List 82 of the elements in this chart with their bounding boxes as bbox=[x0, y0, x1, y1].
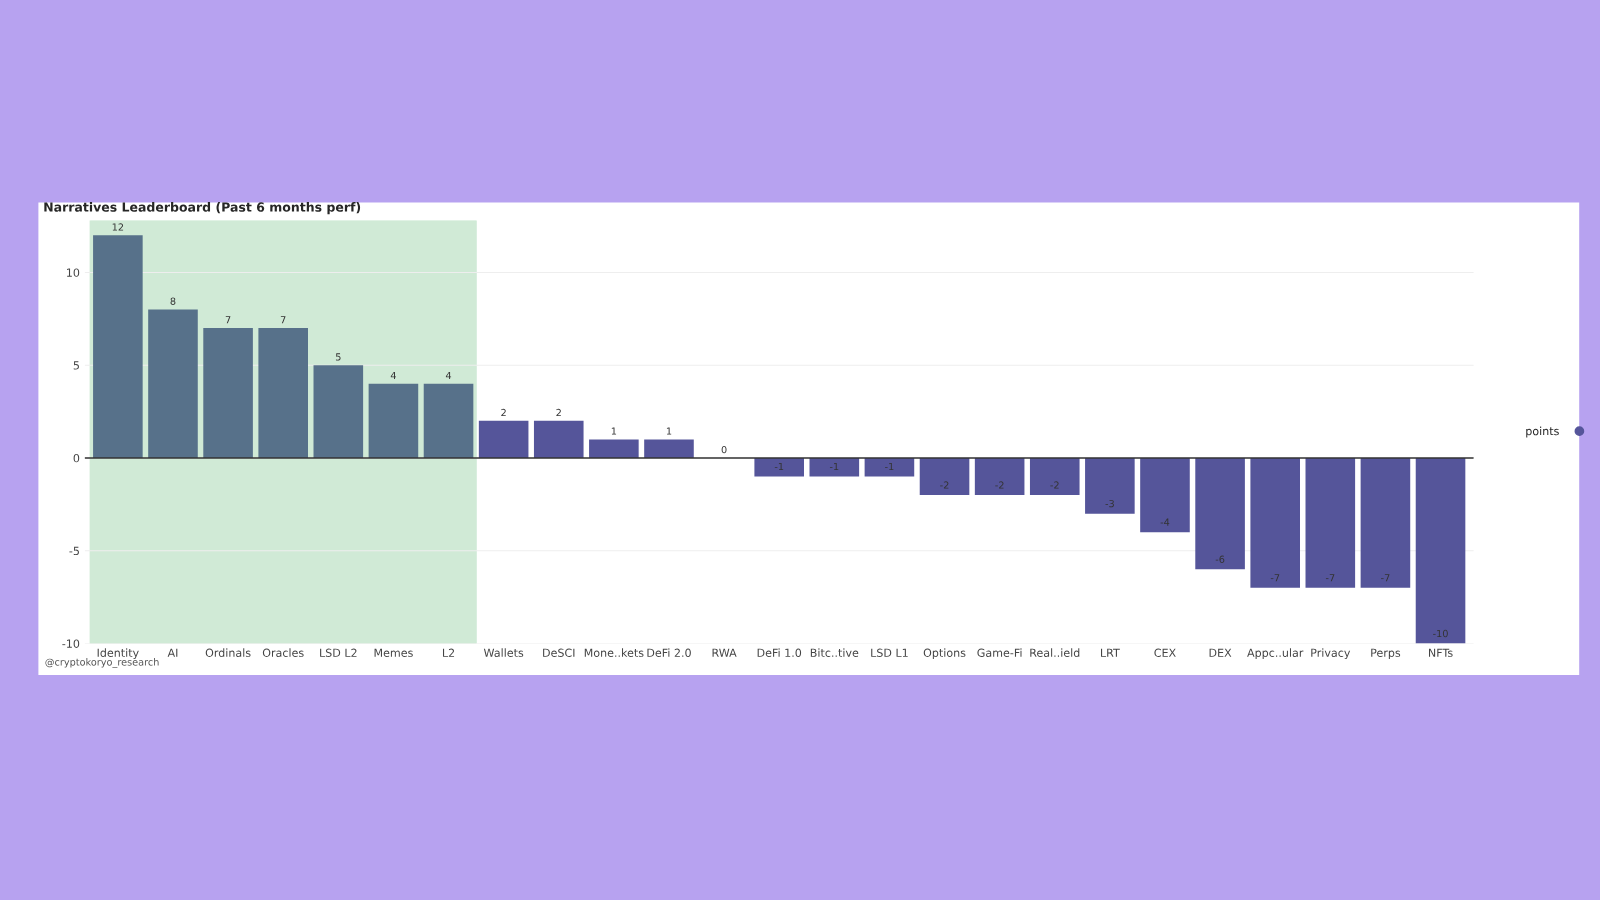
x-tick-label: Mone..kets bbox=[584, 648, 644, 657]
x-tick-label: Privacy bbox=[1311, 648, 1351, 660]
bar bbox=[93, 235, 143, 458]
data-label: 4 bbox=[390, 371, 396, 379]
bar bbox=[589, 439, 639, 458]
x-tick-label: DeFi 1.0 bbox=[757, 648, 802, 657]
bar bbox=[1029, 457, 1080, 496]
legend-label: points bbox=[1526, 426, 1559, 438]
x-tick-label: LRT bbox=[1101, 648, 1120, 657]
data-label: 2 bbox=[501, 408, 506, 417]
chart-title: Narratives Leaderboard (Past 6 months perf) bbox=[44, 202, 361, 215]
x-tick-label: Identity bbox=[97, 648, 139, 660]
x-tick-label: RWA bbox=[712, 648, 737, 657]
bar bbox=[368, 383, 419, 458]
x-tick-label: NFTs bbox=[1429, 648, 1453, 657]
x-tick-label: Memes bbox=[374, 648, 413, 657]
data-label: 5 bbox=[335, 353, 341, 361]
bar bbox=[1305, 457, 1356, 588]
bar bbox=[1250, 457, 1300, 588]
bar bbox=[478, 420, 529, 458]
data-label: 1 bbox=[611, 427, 617, 435]
x-tick-label: Bitc..tive bbox=[810, 648, 859, 657]
data-label: 2 bbox=[556, 408, 561, 417]
x-tick-label: Appc..ular bbox=[1247, 648, 1304, 660]
y-tick-label: -5 bbox=[69, 546, 79, 556]
data-label: -1 bbox=[829, 462, 839, 471]
y-tick-label: 10 bbox=[67, 268, 80, 277]
bar bbox=[864, 457, 915, 477]
bar bbox=[919, 457, 970, 496]
data-label: -7 bbox=[1381, 574, 1390, 582]
x-tick-label: Game-Fi bbox=[977, 648, 1022, 657]
data-label: 7 bbox=[225, 316, 231, 324]
bar bbox=[1415, 457, 1466, 644]
x-tick-label: DeFi 2.0 bbox=[647, 648, 691, 657]
x-tick-label: L2 bbox=[442, 648, 455, 657]
x-tick-label: AI bbox=[167, 648, 178, 657]
x-tick-label: LSD L2 bbox=[320, 648, 357, 657]
data-label: -4 bbox=[1160, 518, 1170, 526]
data-label: 0 bbox=[721, 445, 727, 454]
data-label: 12 bbox=[112, 223, 124, 231]
bar bbox=[1195, 457, 1245, 570]
data-label: -3 bbox=[1105, 499, 1114, 508]
bar bbox=[533, 420, 584, 458]
x-tick-label: DeSCI bbox=[543, 648, 575, 657]
y-tick-label: -10 bbox=[62, 639, 80, 648]
bar bbox=[644, 439, 694, 458]
data-label: -10 bbox=[1433, 629, 1448, 638]
x-tick-label: CEX bbox=[1154, 648, 1176, 657]
y-tick-label: 0 bbox=[73, 453, 80, 463]
x-tick-label: Wallets bbox=[483, 648, 524, 657]
x-tick-label: Ordinals bbox=[205, 648, 251, 657]
data-label: -1 bbox=[774, 462, 784, 471]
bar bbox=[1085, 457, 1135, 514]
bar bbox=[313, 365, 364, 458]
bar bbox=[423, 383, 474, 458]
data-label: -2 bbox=[995, 481, 1004, 489]
text: @cryptokoryo_research bbox=[45, 658, 159, 668]
data-label: 4 bbox=[445, 371, 452, 379]
data-label: -2 bbox=[940, 481, 949, 489]
bar bbox=[974, 457, 1025, 496]
data-label: 8 bbox=[170, 297, 176, 305]
bar bbox=[258, 328, 308, 458]
bar bbox=[809, 457, 860, 477]
bar bbox=[148, 309, 198, 458]
data-label: -6 bbox=[1215, 555, 1225, 563]
x-tick-label: LSD L1 bbox=[871, 648, 908, 657]
bar bbox=[1140, 457, 1190, 533]
bar bbox=[1360, 457, 1411, 588]
data-label: -7 bbox=[1270, 574, 1280, 582]
data-label: 7 bbox=[280, 316, 286, 324]
data-label: 1 bbox=[666, 427, 672, 435]
bar bbox=[754, 457, 804, 477]
data-label: -2 bbox=[1050, 481, 1059, 489]
bar bbox=[203, 328, 253, 458]
y-tick-label: 5 bbox=[73, 361, 79, 370]
data-label: -1 bbox=[885, 462, 894, 471]
x-tick-label: Real..ield bbox=[1030, 648, 1080, 657]
x-tick-label: Oracles bbox=[262, 648, 304, 657]
x-tick-label: DEX bbox=[1209, 648, 1232, 657]
x-tick-label: Perps bbox=[1371, 648, 1401, 660]
data-label: -7 bbox=[1325, 574, 1335, 582]
x-tick-label: Options bbox=[923, 648, 966, 660]
